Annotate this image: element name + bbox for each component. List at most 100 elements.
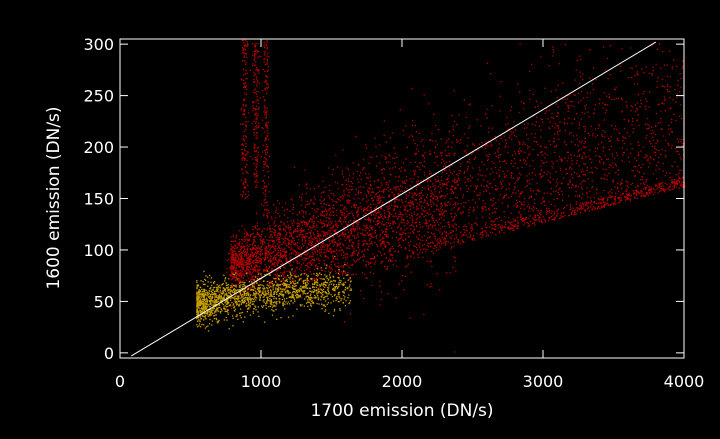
scatter-point bbox=[451, 230, 453, 232]
scatter-point bbox=[448, 154, 450, 157]
scatter-point bbox=[572, 177, 574, 179]
scatter-point bbox=[307, 203, 309, 206]
scatter-point bbox=[350, 206, 353, 208]
scatter-point bbox=[275, 279, 277, 281]
scatter-point bbox=[456, 241, 459, 243]
scatter-point bbox=[641, 191, 643, 193]
scatter-point bbox=[379, 202, 381, 204]
scatter-point bbox=[394, 200, 396, 202]
scatter-point bbox=[241, 274, 243, 276]
scatter-point bbox=[424, 248, 426, 250]
scatter-point bbox=[462, 196, 464, 198]
scatter-point bbox=[468, 199, 470, 202]
scatter-point bbox=[576, 173, 578, 175]
scatter-point bbox=[681, 186, 684, 188]
scatter-point bbox=[644, 186, 646, 189]
scatter-point bbox=[429, 242, 432, 244]
scatter-point bbox=[284, 237, 286, 239]
scatter-point bbox=[279, 271, 282, 274]
scatter-point bbox=[348, 185, 351, 187]
scatter-point bbox=[438, 191, 441, 193]
scatter-point bbox=[243, 236, 245, 238]
scatter-point bbox=[640, 190, 643, 192]
scatter-point bbox=[520, 193, 522, 195]
scatter-point bbox=[576, 59, 578, 61]
scatter-point bbox=[232, 256, 234, 258]
scatter-point bbox=[591, 180, 593, 182]
scatter-point bbox=[556, 115, 559, 117]
scatter-point bbox=[353, 220, 355, 222]
scatter-point bbox=[669, 97, 671, 99]
scatter-point bbox=[383, 134, 385, 136]
scatter-point bbox=[451, 185, 453, 187]
scatter-point bbox=[678, 153, 680, 155]
scatter-point bbox=[651, 188, 653, 190]
scatter-point bbox=[660, 67, 662, 69]
scatter-point bbox=[671, 118, 673, 120]
scatter-point bbox=[316, 237, 318, 239]
scatter-point bbox=[396, 205, 399, 207]
scatter-point bbox=[304, 240, 306, 243]
scatter-point bbox=[286, 244, 288, 247]
scatter-point bbox=[387, 181, 389, 183]
scatter-point bbox=[398, 176, 400, 178]
scatter-point bbox=[600, 202, 603, 204]
scatter-point bbox=[360, 185, 362, 188]
scatter-point bbox=[369, 271, 372, 273]
scatter-point bbox=[252, 272, 254, 274]
scatter-point bbox=[428, 153, 431, 155]
scatter-point bbox=[570, 131, 572, 134]
scatter-point bbox=[323, 198, 326, 200]
scatter-point bbox=[486, 62, 488, 64]
scatter-point bbox=[401, 216, 403, 218]
scatter-point bbox=[613, 88, 616, 90]
scatter-point bbox=[343, 212, 346, 214]
scatter-point bbox=[389, 248, 391, 250]
scatter-point bbox=[236, 243, 238, 245]
scatter-point bbox=[253, 240, 255, 242]
scatter-point bbox=[318, 238, 321, 240]
scatter-point bbox=[229, 252, 231, 255]
scatter-point bbox=[458, 172, 460, 175]
scatter-point bbox=[579, 196, 581, 198]
scatter-point bbox=[426, 176, 428, 178]
scatter-point bbox=[379, 233, 381, 235]
scatter-point bbox=[642, 146, 644, 148]
scatter-point bbox=[468, 209, 470, 211]
scatter-point bbox=[419, 239, 421, 241]
scatter-point bbox=[248, 239, 251, 242]
scatter-point bbox=[636, 197, 638, 200]
scatter-point bbox=[283, 222, 285, 224]
scatter-point bbox=[527, 147, 529, 149]
scatter-point bbox=[387, 186, 389, 189]
scatter-point bbox=[412, 201, 414, 203]
scatter-point bbox=[327, 257, 329, 259]
scatter-point bbox=[278, 237, 280, 239]
scatter-point bbox=[458, 240, 460, 242]
scatter-point bbox=[238, 239, 240, 241]
scatter-point bbox=[680, 86, 682, 88]
scatter-point bbox=[320, 238, 322, 241]
scatter-point bbox=[572, 135, 574, 137]
scatter-point bbox=[308, 221, 310, 223]
scatter-point bbox=[628, 192, 630, 195]
scatter-point bbox=[433, 219, 435, 221]
scatter-point bbox=[379, 280, 381, 282]
scatter-point bbox=[275, 211, 277, 214]
scatter-point bbox=[652, 129, 654, 132]
scatter-point bbox=[269, 244, 271, 247]
scatter-point bbox=[273, 249, 276, 251]
scatter-point bbox=[453, 238, 456, 240]
scatter-point bbox=[259, 263, 261, 265]
scatter-point bbox=[367, 217, 370, 220]
scatter-point bbox=[405, 158, 407, 160]
scatter-point bbox=[419, 204, 421, 206]
scatter-point bbox=[576, 134, 578, 136]
scatter-point bbox=[330, 232, 333, 234]
scatter-point bbox=[366, 232, 369, 234]
scatter-point bbox=[327, 195, 329, 197]
scatter-point bbox=[340, 221, 342, 223]
scatter-point bbox=[679, 73, 681, 75]
scatter-point bbox=[393, 157, 395, 159]
scatter-point bbox=[241, 260, 243, 262]
